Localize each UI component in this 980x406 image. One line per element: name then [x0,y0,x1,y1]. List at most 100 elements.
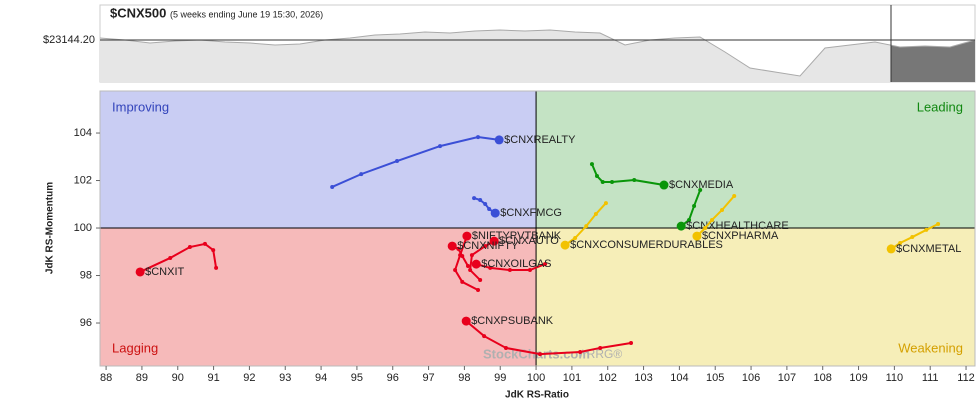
tail-point [460,254,465,259]
tail-head [471,259,481,269]
tail-point [482,334,487,339]
tail-point [593,212,598,217]
x-tick-label: 91 [207,372,219,384]
tail-point [629,340,634,345]
tail-point [610,179,615,184]
tail-point [202,241,207,246]
tail-point [709,217,714,222]
tail-point [476,135,481,140]
tail-point [487,207,492,212]
tail-point [703,226,708,231]
price-area [100,30,891,82]
series-label: $CNXMEDIA [669,179,734,191]
series-label: $CNXOILGAS [481,258,551,270]
tail-head [490,208,500,218]
x-tick-label: 109 [849,372,867,384]
x-tick-label: 88 [100,372,112,384]
tail-point [488,265,493,270]
tail-line [591,163,665,187]
y-tick-label: 98 [80,269,92,281]
tail-point [476,288,481,293]
quadrant [536,228,975,366]
tail-point [538,352,543,357]
price-area-highlight [891,39,975,82]
x-tick-label: 110 [886,372,904,384]
x-tick-label: 106 [742,372,760,384]
tail-head [886,244,896,254]
quadrant-label: Weakening [898,340,963,355]
tail-line [680,189,702,227]
tail-line [331,136,500,188]
y-tick-label: 100 [74,222,92,234]
tail-point [469,253,474,258]
tail-point [438,144,443,149]
series-label: $CNXNIFTY [457,240,519,252]
y-axis-label: JdK RS-Momentum [45,182,56,274]
tail-head [461,316,471,326]
tail-point [483,244,488,249]
series-label: $CNXIT [145,266,184,278]
tail-point [698,188,703,193]
tail-head [462,231,472,241]
tail-point [168,255,173,260]
series-label: $CNXPSUBANK [471,315,554,327]
x-tick-label: 95 [351,372,363,384]
x-tick-label: 103 [634,372,652,384]
x-tick-label: 93 [279,372,291,384]
tail-point [187,245,192,250]
tail-point [503,345,508,350]
tail-point [732,193,737,198]
tail-point [465,264,470,269]
tail-point [584,224,589,229]
tail-point [898,240,903,245]
x-tick-label: 111 [922,372,939,384]
quadrant-label: Leading [917,99,963,114]
tail-point [543,262,548,267]
tail-head [692,231,702,241]
tail-point [603,201,608,206]
x-tick-label: 112 [957,372,975,384]
tail-head [135,267,145,277]
tail-point [573,235,578,240]
y-tick-label: 104 [74,127,92,139]
series-label: $CNXAUTO [499,235,559,247]
chart-subtitle: (5 weeks ending June 19 15:30, 2026) [170,9,323,19]
series-label: $CNXFMCG [500,207,562,219]
x-tick-label: 98 [458,372,470,384]
tail-point [692,203,697,208]
quadrant [536,91,975,229]
x-tick-label: 99 [494,372,506,384]
x-tick-label: 96 [387,372,399,384]
quadrant-label: Improving [112,99,169,114]
tail-point [910,235,915,240]
chart-title: $CNX500 [110,5,166,20]
tail-point [478,278,483,283]
tail-point [720,207,725,212]
tail-point [214,265,219,270]
tail-point [456,246,461,251]
x-tick-label: 105 [706,372,724,384]
tail-point [478,198,483,203]
quadrant [100,91,537,229]
tail-head [447,241,457,251]
tail-head [560,240,570,250]
x-tick-label: 104 [670,372,688,384]
tail-point [594,174,599,179]
x-tick-label: 94 [315,372,327,384]
x-tick-label: 90 [172,372,184,384]
tail-head [489,236,499,246]
tail-point [460,279,465,284]
tail-point [936,221,941,226]
y-tick-label: 102 [74,174,92,186]
x-tick-label: 102 [599,372,617,384]
tail-point [472,196,477,201]
tail-point [453,268,458,273]
tail-point [600,179,605,184]
reference-label: $23144.20 [43,34,95,46]
tail-head [494,135,504,145]
x-tick-label: 97 [422,372,434,384]
x-tick-label: 92 [243,372,255,384]
series-label: $CNXPHARMA [702,230,779,242]
tail-point [598,345,603,350]
x-tick-label: 108 [814,372,832,384]
